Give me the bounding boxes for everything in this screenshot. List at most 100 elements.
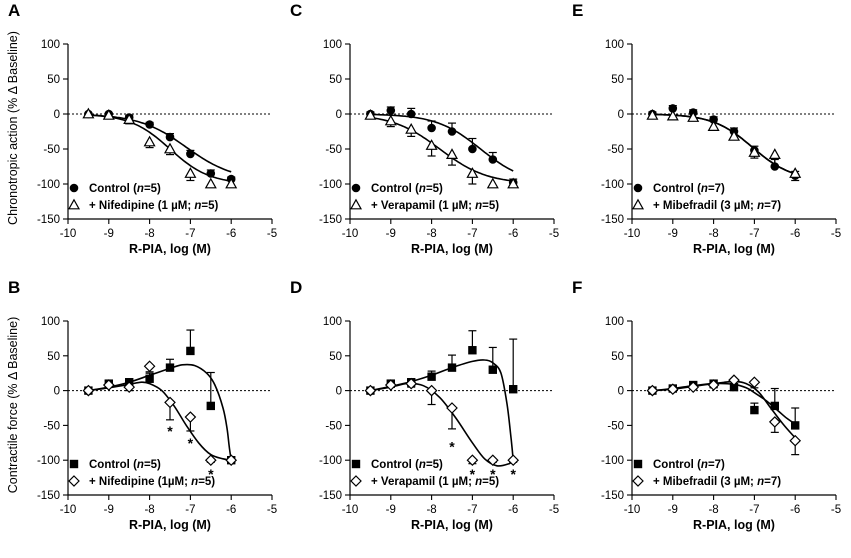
legend-marker (351, 183, 361, 193)
x-tick-label: -10 (60, 504, 77, 516)
y-tick-label: 50 (329, 74, 342, 86)
fit-curve (88, 114, 232, 173)
x-tick-label: -7 (185, 504, 195, 516)
x-tick-label: -5 (549, 228, 559, 240)
data-point (727, 129, 741, 141)
data-point (123, 113, 136, 125)
data-point (507, 454, 520, 467)
series-triangle: + Mibefradil (3 µM; n=7) (631, 108, 802, 212)
fit-curve (370, 359, 514, 461)
legend-marker (349, 198, 363, 210)
y-axis-label-bottom: Contractile force (% Δ Baseline) (6, 317, 20, 493)
x-tick-label: -5 (267, 504, 277, 516)
y-tick-label: -100 (37, 455, 60, 467)
data-point (186, 149, 195, 159)
data-point (768, 416, 781, 428)
y-tick-label: 100 (41, 316, 60, 328)
data-point (446, 402, 458, 414)
legend-label: Control (n=5) (89, 459, 161, 471)
legend-marker (633, 183, 643, 193)
x-axis-label: R-PIA, log (M) (411, 242, 493, 256)
data-point (466, 167, 479, 178)
x-tick-label: -6 (790, 504, 800, 516)
y-tick-label: 50 (329, 351, 342, 363)
y-tick-label: 0 (54, 386, 60, 398)
data-point (82, 107, 95, 119)
series-diamond: + Nifedipine (1µM; n=5) (68, 360, 238, 488)
data-point (687, 111, 700, 122)
x-tick-label: -7 (467, 504, 477, 516)
data-point (728, 374, 740, 387)
y-tick-label: -150 (601, 214, 624, 226)
y-tick-label: 0 (336, 109, 342, 121)
x-tick-label: -9 (386, 504, 396, 516)
legend-label: + Verapamil (1 µM; n=5) (371, 476, 499, 488)
y-tick-label: -100 (319, 455, 342, 467)
significance-star: * (188, 435, 194, 451)
chart-panel-f: F -150 -100 -50 0 50 100 -10 -9 -8 -7 -6 -5 R-PIA, lo… (572, 278, 841, 532)
y-tick-label: 100 (323, 316, 342, 328)
data-point (186, 346, 195, 356)
data-point (748, 146, 761, 157)
significance-star: * (167, 423, 173, 439)
series-square: Control (n=5) (69, 329, 236, 471)
x-tick-label: -8 (144, 228, 154, 240)
x-tick-label: -6 (508, 228, 518, 240)
legend-label: Control (n=5) (371, 459, 443, 471)
data-point (384, 114, 397, 126)
series-diamond: + Verapamil (1 µM; n=5) (350, 377, 520, 488)
x-tick-label: -10 (342, 228, 359, 240)
y-tick-label: 100 (605, 39, 624, 51)
y-tick-label: 50 (611, 74, 624, 86)
x-tick-label: -9 (386, 228, 396, 240)
legend-marker (350, 475, 362, 487)
data-point (466, 454, 479, 467)
chart-panel-d: D -150 -100 -50 0 50 100 -10 -9 -8 -7 -6 -5 R-PIA, lo… (290, 278, 559, 532)
legend-label: + Verapamil (1 µM; n=5) (371, 200, 499, 212)
data-point (405, 377, 418, 390)
x-tick-label: -8 (708, 228, 718, 240)
legend-label: Control (n=7) (653, 183, 725, 195)
data-point (748, 376, 761, 389)
y-tick-label: 0 (618, 386, 624, 398)
legend-marker (69, 183, 79, 193)
series-triangle: + Verapamil (1 µM; n=5) (349, 108, 520, 212)
data-point (82, 384, 95, 397)
data-point (509, 385, 518, 394)
x-tick-label: -5 (549, 504, 559, 516)
data-point (488, 365, 497, 374)
data-point (204, 177, 217, 189)
x-tick-label: -6 (226, 228, 236, 240)
panel-label: B (8, 278, 20, 297)
y-tick-label: 100 (323, 39, 342, 51)
data-point (123, 381, 136, 393)
series-square: Control (n=5) (351, 330, 518, 471)
x-tick-label: -7 (467, 228, 477, 240)
data-point (164, 396, 176, 409)
x-tick-label: -9 (104, 228, 114, 240)
x-tick-label: -8 (426, 504, 436, 516)
data-point (405, 122, 418, 134)
y-tick-label: 100 (41, 39, 60, 51)
legend-marker (631, 198, 645, 210)
data-point (364, 108, 377, 120)
y-tick-label: -100 (601, 179, 624, 191)
panel-label: F (572, 278, 582, 297)
x-tick-label: -8 (426, 228, 436, 240)
legend-label: + Nifedipine (1µM; n=5) (89, 476, 215, 488)
legend-marker (69, 459, 79, 469)
x-tick-label: -10 (342, 504, 359, 516)
x-tick-label: -5 (831, 228, 841, 240)
legend-label: + Mibefradil (3 µM; n=7) (653, 476, 781, 488)
data-point (427, 372, 436, 381)
data-point (143, 135, 156, 147)
data-point (486, 177, 499, 189)
y-tick-label: -50 (325, 144, 342, 156)
data-point (386, 106, 396, 115)
data-point (165, 363, 175, 372)
x-tick-label: -5 (831, 504, 841, 516)
legend-label: Control (n=7) (653, 459, 725, 471)
legend-marker (351, 459, 361, 469)
y-tick-label: -100 (37, 179, 60, 191)
